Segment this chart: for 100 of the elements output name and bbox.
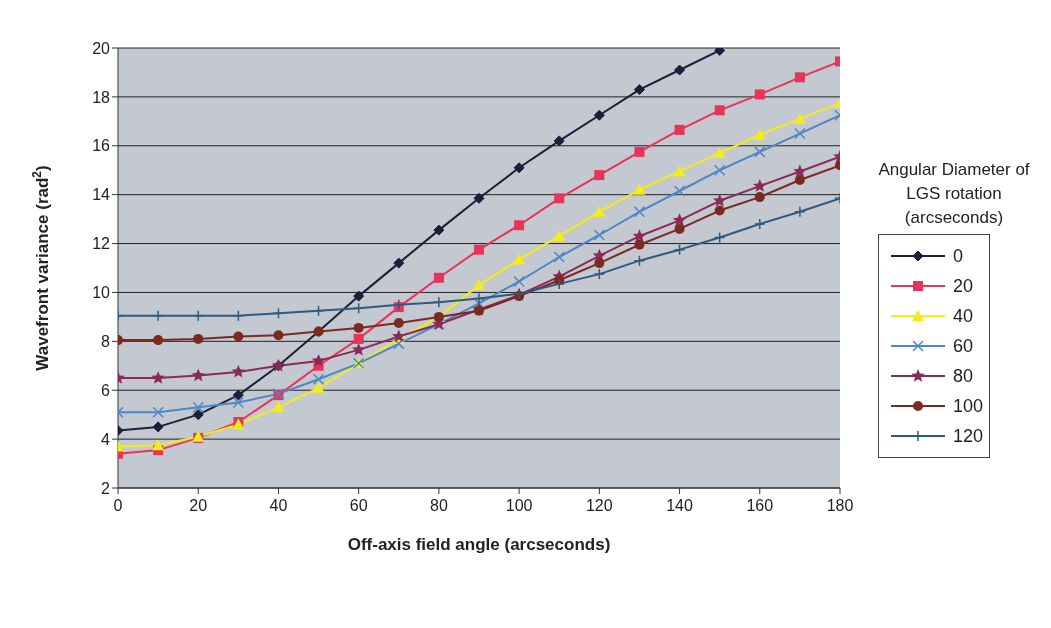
x-tick-label: 140 <box>666 497 693 515</box>
x-tick-label: 20 <box>189 497 208 515</box>
point <box>674 64 686 76</box>
point <box>673 165 686 177</box>
point <box>794 206 806 218</box>
point <box>312 373 325 385</box>
point <box>794 127 806 140</box>
point <box>794 72 805 83</box>
point <box>152 421 164 433</box>
y-tick-label: 6 <box>101 381 111 399</box>
point <box>674 223 685 234</box>
point <box>754 146 766 158</box>
point <box>514 220 525 231</box>
point <box>353 290 365 302</box>
legend-label: 0 <box>953 245 964 267</box>
point <box>312 381 325 393</box>
point <box>593 229 606 241</box>
point <box>353 333 364 344</box>
x-tick-label: 60 <box>349 497 368 515</box>
point <box>633 183 646 195</box>
point <box>713 147 726 159</box>
point <box>231 364 245 378</box>
x-tick-label: 180 <box>826 497 854 515</box>
point <box>152 406 164 418</box>
point <box>713 164 726 176</box>
point <box>714 205 725 216</box>
y-tick-label: 2 <box>101 479 111 497</box>
point <box>594 258 605 269</box>
legend-label: 60 <box>953 335 974 357</box>
point <box>753 179 767 192</box>
point <box>553 230 566 242</box>
point <box>713 193 727 207</box>
x-tick-label: 100 <box>505 497 533 515</box>
y-tick-label: 20 <box>92 39 111 57</box>
point <box>474 244 484 255</box>
point <box>513 253 526 265</box>
point <box>793 112 806 124</box>
x-tick-label: 80 <box>429 497 448 515</box>
point <box>713 231 726 244</box>
legend-label: 80 <box>953 365 974 387</box>
point <box>352 342 366 356</box>
point <box>673 185 686 197</box>
point <box>794 175 805 185</box>
x-tick-label: 0 <box>113 497 123 515</box>
point <box>393 318 404 328</box>
point <box>192 409 204 421</box>
point <box>633 84 645 96</box>
point <box>232 389 244 401</box>
point <box>554 193 565 204</box>
x-axis-title: Off-axis field angle (arcseconds) <box>347 535 611 554</box>
y-tick-label: 10 <box>92 284 111 302</box>
point <box>152 439 165 451</box>
point <box>393 338 405 350</box>
legend-label: 100 <box>953 395 984 417</box>
point <box>553 135 565 147</box>
point <box>674 124 685 135</box>
point <box>753 128 766 140</box>
legend-label: 120 <box>953 425 984 447</box>
point <box>191 368 205 382</box>
point <box>754 89 765 100</box>
point <box>632 229 647 242</box>
point <box>151 371 165 384</box>
x-tick-label: 40 <box>269 497 288 515</box>
legend-title: Angular Diameter of LGS rotation (arcseconds) <box>877 159 1031 229</box>
point <box>311 353 326 367</box>
point <box>352 302 365 315</box>
point <box>233 331 244 342</box>
point <box>353 322 364 333</box>
x-tick-label: 160 <box>746 497 774 515</box>
point <box>633 254 646 267</box>
point <box>513 275 525 288</box>
point <box>192 309 204 322</box>
point <box>593 268 606 280</box>
point <box>634 146 645 157</box>
point <box>393 298 405 311</box>
legend-label: 40 <box>953 305 974 327</box>
point <box>232 309 245 322</box>
y-tick-label: 4 <box>101 430 111 448</box>
y-tick-label: 18 <box>92 88 111 106</box>
y-tick-label: 12 <box>92 235 111 253</box>
point <box>754 218 766 230</box>
point <box>793 164 807 178</box>
point <box>714 105 725 116</box>
point <box>473 292 485 305</box>
point <box>593 205 606 217</box>
point <box>433 272 444 283</box>
point <box>473 192 485 204</box>
point <box>672 213 687 226</box>
point <box>633 206 646 218</box>
y-tick-label: 8 <box>101 333 111 351</box>
point <box>153 335 164 346</box>
point <box>473 279 485 291</box>
point <box>232 396 245 409</box>
point <box>593 109 605 121</box>
point <box>673 243 686 256</box>
point <box>553 278 565 290</box>
point <box>193 333 204 344</box>
point <box>513 162 525 174</box>
y-tick-label: 14 <box>92 186 111 204</box>
point <box>433 224 445 236</box>
